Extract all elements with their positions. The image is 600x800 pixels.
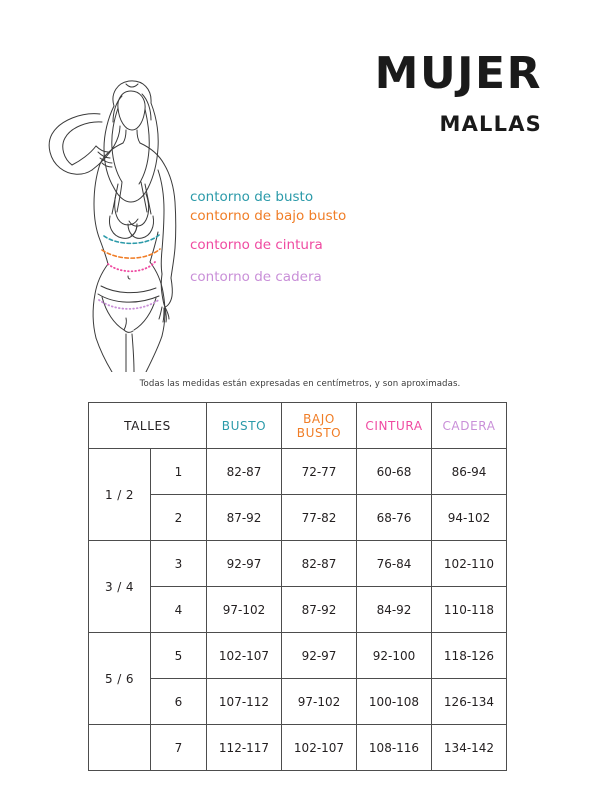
table-row: 5 / 6 5 102-107 92-97 92-100 118-126 [88,632,507,725]
group-cell-empty [88,724,151,771]
cintura-cell: 68-76 [356,494,432,541]
busto-cell: 97-102 [206,586,282,633]
busto-cell: 92-97 [206,540,282,587]
legend-label-cadera: contorno de cadera [190,268,322,285]
cadera-cell: 94-102 [431,494,507,541]
size-cell: 1 [150,448,207,495]
group-cell-1-2: 1 / 2 [88,448,151,541]
legend-item-bajo-busto: contorno de bajo busto [190,207,440,226]
underbust-measure-line [101,248,161,259]
busto-cell: 112-117 [206,724,282,771]
cintura-cell: 92-100 [356,632,432,679]
cintura-cell: 108-116 [356,724,432,771]
cintura-cell: 100-108 [356,678,432,725]
column-header-cintura: CINTURA [356,402,432,449]
table-row: 4 97-102 87-92 84-92 110-118 [89,586,507,633]
cadera-cell: 118-126 [431,632,507,679]
size-cell: 3 [150,540,207,587]
cadera-cell: 110-118 [431,586,507,633]
legend-label-busto: contorno de busto [190,189,314,205]
bust-outline [109,181,154,239]
legend-label-cintura: contorno de cintura [190,237,323,254]
legend-item-cadera: contorno de cadera [190,268,440,287]
cintura-cell: 76-84 [356,540,432,587]
size-chart-table-wrapper: TALLES BUSTO BAJO BUSTO CINTURA CADERA 1… [88,402,507,771]
busto-cell: 107-112 [206,678,282,725]
table-row: 1 / 2 1 82-87 72-77 60-68 86-94 [88,448,507,541]
measurement-legend: contorno de busto contorno de bajo busto… [190,188,440,287]
busto-cell: 87-92 [206,494,282,541]
cadera-cell: 126-134 [431,678,507,725]
waist-measure-line [107,261,156,273]
table-row: 3 / 4 3 92-97 82-87 76-84 102-110 [88,540,507,633]
cadera-cell: 134-142 [431,724,507,771]
column-header-talles: TALLES [88,402,207,449]
female-body-illustration [38,72,206,372]
legend-item-cintura: contorno de cintura [190,236,440,255]
size-cell: 4 [150,586,207,633]
group-cell-5-6: 5 / 6 [88,632,151,725]
group-cell-3-4: 3 / 4 [88,540,151,633]
size-cell: 2 [150,494,207,541]
busto-cell: 82-87 [206,448,282,495]
size-chart-table: TALLES BUSTO BAJO BUSTO CINTURA CADERA 1… [88,402,507,771]
bajo-busto-cell: 77-82 [281,494,357,541]
raised-arm-outline [48,113,121,175]
bajo-busto-cell: 92-97 [281,632,357,679]
bajo-busto-cell: 87-92 [281,586,357,633]
size-cell: 7 [150,724,207,771]
page-title: MUJER [374,48,542,99]
cadera-cell: 102-110 [431,540,507,587]
hips-and-legs-outline [92,261,166,372]
page-subtitle: MALLAS [439,112,542,136]
size-cell: 6 [150,678,207,725]
legend-label-bajo-busto: contorno de bajo busto [190,207,347,224]
legend-item-busto: contorno de busto [190,188,440,207]
table-row: 6 107-112 97-102 100-108 126-134 [89,678,507,725]
measures-note: Todas las medidas están expresadas en ce… [139,379,461,389]
bajo-busto-cell: 82-87 [281,540,357,587]
column-header-bajo-busto: BAJO BUSTO [281,402,357,449]
busto-cell: 102-107 [206,632,282,679]
bajo-busto-cell: 102-107 [281,724,357,771]
table-header-row: TALLES BUSTO BAJO BUSTO CINTURA CADERA [88,402,507,449]
column-header-busto: BUSTO [206,402,282,449]
bajo-busto-cell: 72-77 [281,448,357,495]
bajo-busto-cell: 97-102 [281,678,357,725]
head-and-hair-outline [103,80,159,189]
table-row: 7 112-117 102-107 108-116 134-142 [88,724,507,771]
torso-outline [93,142,177,323]
cadera-cell: 86-94 [431,448,507,495]
cintura-cell: 84-92 [356,586,432,633]
title-block: MUJER MALLAS [222,52,542,135]
cintura-cell: 60-68 [356,448,432,495]
column-header-cadera: CADERA [431,402,507,449]
size-cell: 5 [150,632,207,679]
hip-measure-line [98,298,161,310]
table-row: 2 87-92 77-82 68-76 94-102 [89,494,507,541]
